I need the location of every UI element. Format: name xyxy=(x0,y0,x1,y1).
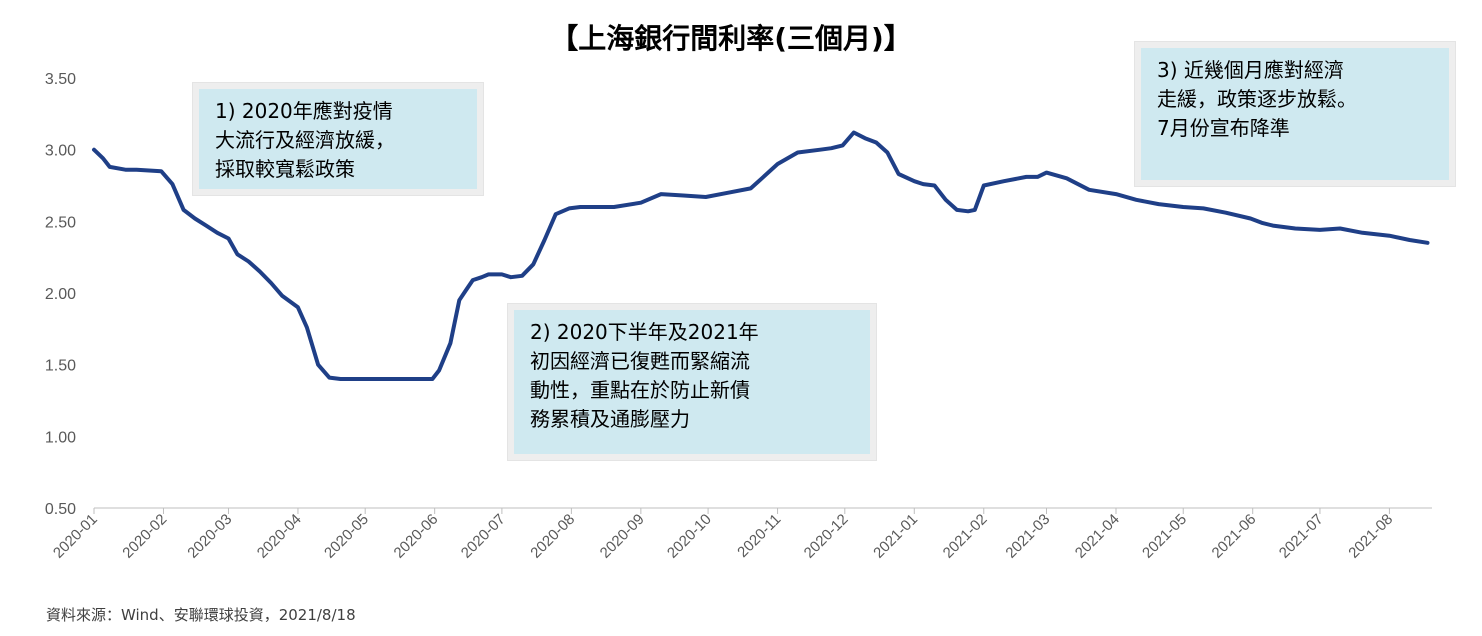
x-tick-label: 2021-07 xyxy=(1276,511,1327,562)
annotation-1-line-2: 大流行及經濟放緩， xyxy=(215,128,395,152)
x-tick-label: 2021-05 xyxy=(1139,511,1190,562)
x-tick-label: 2021-04 xyxy=(1072,511,1123,562)
x-tick-label: 2021-08 xyxy=(1345,511,1396,562)
x-tick-label: 2020-01 xyxy=(50,511,101,562)
x-axis: 2020-01 2020-02 2020-03 2020-04 2020-05 2020-… xyxy=(50,507,1432,562)
x-tick-label: 2020-08 xyxy=(527,511,578,562)
annotation-2-line-2: 初因經濟已復甦而緊縮流 xyxy=(530,349,750,373)
y-tick-label: 1.00 xyxy=(45,429,76,446)
x-tick-label: 2020-02 xyxy=(119,511,170,562)
x-tick-label: 2020-06 xyxy=(391,511,442,562)
x-tick-label: 2020-07 xyxy=(458,511,509,562)
x-tick-label: 2021-06 xyxy=(1209,511,1260,562)
annotation-1-line-3: 採取較寬鬆政策 xyxy=(215,157,355,181)
x-tick-label: 2020-03 xyxy=(184,511,235,562)
annotation-1-line-1: 1) 2020年應對疫情 xyxy=(215,99,393,123)
x-tick-label: 2020-10 xyxy=(664,511,715,562)
y-tick-label: 2.00 xyxy=(45,286,76,303)
x-tick-label: 2021-01 xyxy=(870,511,921,562)
annotation-3: 3) 近幾個月應對經濟 走緩，政策逐步放鬆。 7月份宣布降準 xyxy=(1135,42,1455,186)
y-tick-label: 0.50 xyxy=(45,501,76,518)
annotation-3-line-3: 7月份宣布降準 xyxy=(1157,116,1290,140)
x-tick-label: 2021-02 xyxy=(940,511,991,562)
y-tick-label: 3.50 xyxy=(45,71,76,88)
annotation-3-line-1: 3) 近幾個月應對經濟 xyxy=(1157,58,1344,82)
annotation-2-line-4: 務累積及通膨壓力 xyxy=(530,407,690,431)
annotation-2-line-3: 動性，重點在於防止新債 xyxy=(530,378,750,402)
x-tick-label: 2020-09 xyxy=(597,511,648,562)
annotation-2: 2) 2020下半年及2021年 初因經濟已復甦而緊縮流 動性，重點在於防止新債… xyxy=(508,304,876,460)
y-tick-label: 1.50 xyxy=(45,358,76,375)
chart-title: 【上海銀行間利率(三個月)】 xyxy=(550,22,912,55)
series-line xyxy=(92,130,1430,381)
source-note: 資料來源：Wind、安聯環球投資，2021/8/18 xyxy=(46,606,356,624)
x-tick-label: 2021-03 xyxy=(1002,511,1053,562)
y-tick-label: 2.50 xyxy=(45,214,76,231)
x-tick-label: 2020-11 xyxy=(734,511,784,561)
annotation-1: 1) 2020年應對疫情 大流行及經濟放緩， 採取較寬鬆政策 xyxy=(193,83,483,195)
x-tick-label: 2020-05 xyxy=(321,511,372,562)
x-tick-label: 2020-12 xyxy=(801,511,852,562)
annotation-2-line-1: 2) 2020下半年及2021年 xyxy=(530,320,759,344)
x-tick-label: 2020-04 xyxy=(254,511,305,562)
annotation-3-line-2: 走緩，政策逐步放鬆。 xyxy=(1157,87,1357,111)
y-axis: 3.50 3.00 2.50 2.00 1.50 1.00 0.50 xyxy=(45,71,76,518)
y-tick-label: 3.00 xyxy=(45,143,76,160)
